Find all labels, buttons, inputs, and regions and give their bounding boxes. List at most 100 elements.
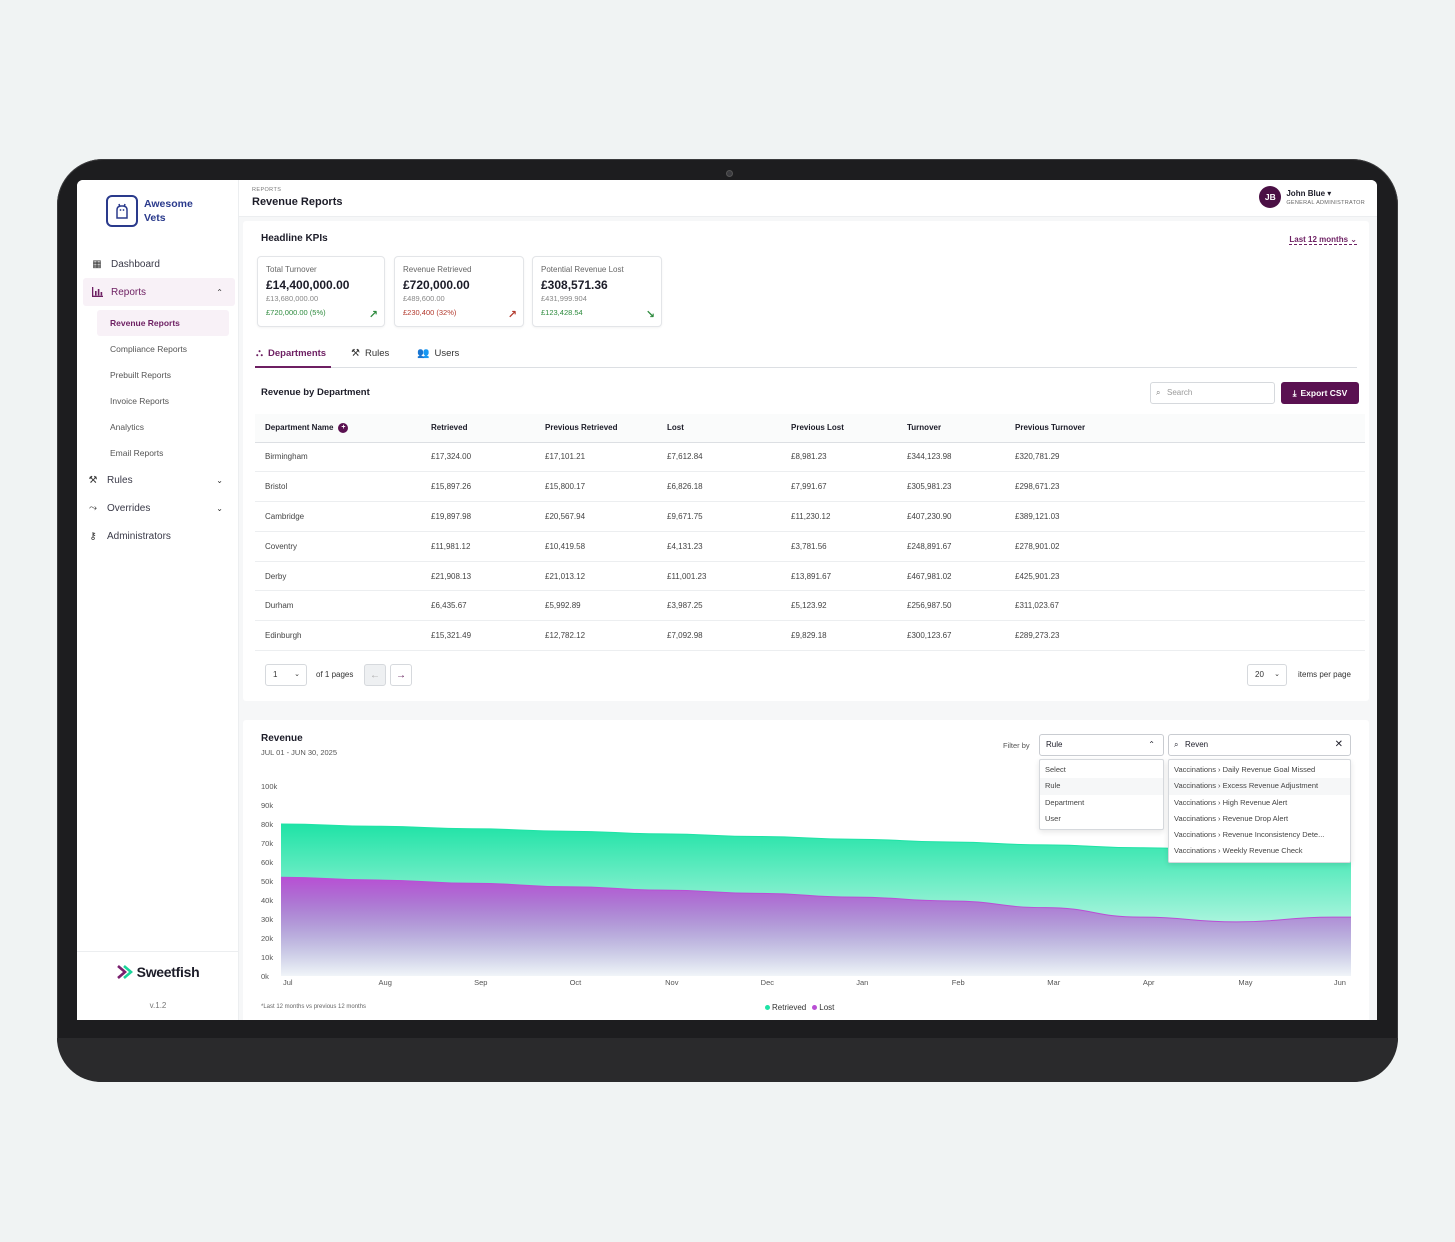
column-header[interactable]: Turnover: [907, 414, 1015, 443]
chevron-down-icon: ⌄: [216, 503, 223, 513]
page-count: of 1 pages: [316, 670, 354, 679]
user-menu[interactable]: JB John Blue ▾ GENERAL ADMINISTRATOR: [1259, 186, 1365, 208]
table-row[interactable]: Bristol £15,897.26 £15,800.17 £6,826.18 £7,9…: [255, 471, 1365, 503]
sidebar-item-overrides[interactable]: ⤳ Overrides ⌄: [83, 494, 235, 522]
info-icon[interactable]: +: [338, 422, 349, 433]
cell-prev-lost: £8,981.23: [791, 442, 907, 473]
brand-footer: Sweetfish: [77, 951, 239, 984]
cell-lost: £6,826.18: [667, 471, 791, 503]
sidebar-item-rules[interactable]: ⚒ Rules ⌄: [83, 466, 235, 494]
cell-name: Cambridge: [255, 501, 431, 532]
rule-search-value: Reven: [1185, 740, 1209, 749]
x-tick-label: Feb: [952, 978, 965, 987]
cell-retrieved: £17,324.00: [431, 442, 545, 473]
cell-turnover: £256,987.50: [907, 590, 1015, 622]
filter-options-dropdown: Select Rule Department User: [1039, 759, 1164, 831]
download-icon: ⤓: [1292, 387, 1297, 398]
page-select[interactable]: 1 ⌄: [265, 664, 307, 686]
app-logo[interactable]: Awesome Vets: [106, 195, 204, 227]
cell-retrieved: £6,435.67: [431, 590, 545, 622]
cell-prev-lost: £7,991.67: [791, 471, 907, 503]
rule-option[interactable]: Vaccinations › Revenue Drop Alert: [1174, 813, 1289, 823]
avatar: JB: [1259, 186, 1282, 208]
cell-prev-lost: £11,230.12: [791, 501, 907, 532]
tab-label: Rules: [364, 348, 390, 359]
kpi-card-total-turnover: Total Turnover £14,400,000.00 £13,680,00…: [257, 256, 385, 327]
filter-option-user[interactable]: User: [1045, 813, 1061, 823]
series-area-lost[interactable]: [281, 877, 1351, 976]
sidebar-item-reports[interactable]: Reports ⌃: [83, 278, 235, 306]
sidebar-subitem-compliance-reports[interactable]: Compliance Reports: [110, 344, 188, 354]
sidebar-item-administrators[interactable]: ⚷ Administrators: [83, 522, 235, 550]
page-value: 1: [273, 670, 278, 679]
filter-option-department[interactable]: Department: [1045, 797, 1085, 807]
rule-search-input[interactable]: ⌕ Reven ✕: [1168, 734, 1351, 756]
legend-label-retrieved[interactable]: Retrieved: [772, 1003, 807, 1012]
table-row[interactable]: Coventry £11,981.12 £10,419.58 £4,131.23 £3,…: [255, 531, 1365, 562]
table-row[interactable]: Birmingham £17,324.00 £17,101.21 £7,612.84 £…: [255, 442, 1365, 473]
x-tick-label: Aug: [379, 978, 392, 987]
filter-value: Rule: [1046, 740, 1063, 749]
close-icon[interactable]: ✕: [1334, 739, 1343, 750]
sidebar-subitem-analytics[interactable]: Analytics: [110, 422, 145, 432]
cell-name: Coventry: [255, 531, 431, 562]
sweetfish-logo-icon: [116, 965, 133, 979]
tab-departments[interactable]: ⛬ Departments: [256, 348, 326, 359]
table-row[interactable]: Durham £6,435.67 £5,992.89 £3,987.25 £5,123.…: [255, 590, 1365, 622]
breadcrumb[interactable]: REPORTS: [252, 187, 282, 193]
kpi-previous: £431,999.904: [541, 294, 587, 303]
kpi-change: £720,000.00 (5%): [266, 308, 326, 317]
column-header[interactable]: Previous Retrieved: [545, 414, 667, 443]
rule-option[interactable]: Vaccinations › High Revenue Alert: [1174, 797, 1288, 807]
tab-rules[interactable]: ⚒ Rules: [351, 348, 389, 359]
table-row[interactable]: Cambridge £19,897.98 £20,567.94 £9,671.75 £1…: [255, 501, 1365, 532]
sidebar-item-dashboard[interactable]: ▦ Dashboard: [83, 250, 235, 278]
table-title: Revenue by Department: [261, 387, 370, 398]
table-row[interactable]: Derby £21,908.13 £21,013.12 £11,001.23 £13,8…: [255, 561, 1365, 592]
per-page-value: 20: [1255, 670, 1264, 679]
rule-option[interactable]: Vaccinations › Daily Revenue Goal Missed: [1174, 765, 1316, 774]
column-header[interactable]: Previous Lost: [791, 414, 907, 443]
export-csv-button[interactable]: ⤓ Export CSV: [1281, 382, 1359, 404]
next-page-button[interactable]: →: [390, 664, 412, 686]
kpi-previous: £489,600.00: [403, 294, 445, 303]
cell-name: Derby: [255, 561, 431, 592]
rule-option[interactable]: Vaccinations › Revenue Inconsistency Det…: [1174, 830, 1325, 840]
y-tick-label: 100k: [261, 782, 278, 791]
sidebar-subitem-prebuilt-reports[interactable]: Prebuilt Reports: [110, 370, 171, 380]
rule-option[interactable]: Vaccinations › Excess Revenue Adjustment: [1169, 778, 1350, 795]
cell-prev-retrieved: £15,800.17: [545, 471, 667, 503]
column-header[interactable]: Previous Turnover: [1015, 414, 1365, 443]
prev-page-button[interactable]: ←: [364, 664, 386, 686]
rule-option[interactable]: Vaccinations › Weekly Revenue Check: [1174, 846, 1303, 856]
y-tick-label: 80k: [261, 820, 273, 829]
legend-label-lost[interactable]: Lost: [819, 1003, 835, 1012]
org-chart-icon: ⛬: [256, 348, 263, 359]
bar-chart-icon: [91, 286, 103, 298]
per-page-select[interactable]: 20 ⌄: [1247, 664, 1287, 686]
x-tick-label: Jun: [1334, 978, 1346, 987]
chevron-down-icon: ⌄: [294, 671, 300, 678]
table-row[interactable]: Edinburgh £15,321.49 £12,782.12 £7,092.98 £9…: [255, 620, 1365, 652]
column-header[interactable]: Lost: [667, 414, 791, 443]
filter-option-select[interactable]: Select: [1045, 765, 1066, 774]
filter-option-rule[interactable]: Rule: [1040, 778, 1163, 795]
user-role: GENERAL ADMINISTRATOR: [1286, 199, 1365, 206]
tab-users[interactable]: 👥 Users: [417, 348, 459, 359]
cell-prev-turnover: £425,901.23: [1015, 561, 1365, 592]
gavel-icon: ⚒: [88, 474, 98, 486]
search-input[interactable]: ⌕ Search: [1150, 382, 1275, 404]
filter-by-select[interactable]: Rule ⌃: [1039, 734, 1164, 756]
date-range-dropdown[interactable]: Last 12 months ⌄: [1289, 235, 1357, 245]
user-name: John Blue ▾: [1286, 188, 1332, 198]
kpi-change: £230,400 (32%): [403, 308, 457, 317]
sidebar-subitem-invoice-reports[interactable]: Invoice Reports: [110, 396, 170, 406]
x-tick-label: May: [1238, 978, 1252, 987]
column-header[interactable]: Department Name +: [255, 414, 431, 443]
table-header-row: Department Name + Retrieved Previous Retr…: [255, 414, 1365, 443]
sidebar-subitem-email-reports[interactable]: Email Reports: [110, 448, 164, 458]
sidebar-subitem-revenue-reports[interactable]: Revenue Reports: [97, 310, 229, 336]
cell-turnover: £407,230.90: [907, 501, 1015, 532]
column-header[interactable]: Retrieved: [431, 414, 545, 443]
x-tick-label: Nov: [665, 978, 679, 987]
